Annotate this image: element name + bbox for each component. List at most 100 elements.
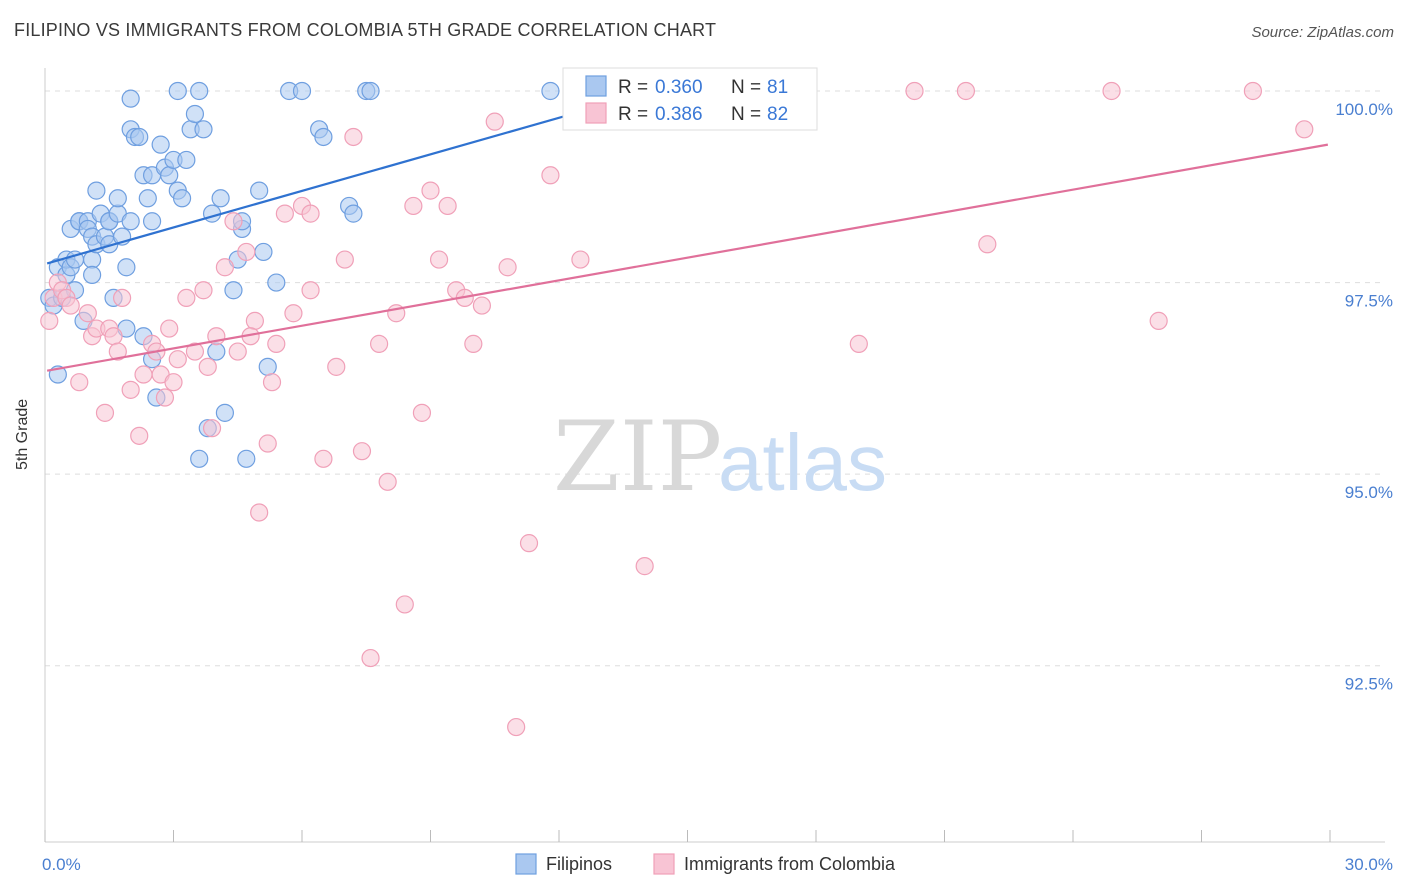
point-filipinos bbox=[361, 81, 380, 101]
point-colombia bbox=[130, 426, 149, 445]
point-filipinos bbox=[160, 166, 179, 185]
point-colombia bbox=[978, 235, 997, 254]
point-colombia bbox=[519, 534, 539, 553]
point-colombia bbox=[429, 250, 449, 269]
point-colombia bbox=[258, 434, 277, 453]
legend-swatch-filipinos-bottom bbox=[515, 853, 537, 875]
point-colombia bbox=[1295, 120, 1314, 139]
point-colombia bbox=[956, 81, 976, 101]
point-colombia bbox=[78, 304, 97, 323]
point-colombia bbox=[335, 250, 354, 269]
point-filipinos bbox=[83, 250, 102, 269]
point-colombia bbox=[370, 334, 389, 353]
point-colombia bbox=[361, 648, 380, 668]
stat-n-label: N = bbox=[731, 104, 761, 125]
point-filipinos bbox=[121, 212, 140, 231]
point-colombia bbox=[160, 319, 179, 338]
stat-r-value: 0.360 bbox=[655, 77, 703, 98]
y-tick-label: 92.5% bbox=[1345, 675, 1393, 694]
point-filipinos bbox=[314, 127, 333, 147]
point-filipinos bbox=[211, 189, 230, 208]
stat-r-label: R = bbox=[618, 104, 648, 125]
series-legend: Filipinos Immigrants from Colombia bbox=[515, 853, 896, 875]
point-filipinos bbox=[344, 204, 363, 223]
legend-swatch-filipinos bbox=[585, 75, 607, 97]
y-tick-label: 95.0% bbox=[1345, 483, 1393, 502]
point-colombia bbox=[267, 334, 286, 353]
trend-line-colombia bbox=[46, 143, 1329, 372]
point-colombia bbox=[121, 380, 140, 399]
point-filipinos bbox=[121, 89, 140, 108]
point-colombia bbox=[635, 557, 654, 576]
point-colombia bbox=[301, 281, 320, 300]
point-filipinos bbox=[138, 189, 157, 208]
point-filipinos bbox=[83, 265, 102, 285]
point-filipinos bbox=[172, 189, 192, 208]
point-filipinos bbox=[190, 449, 209, 468]
point-colombia bbox=[412, 403, 432, 422]
point-colombia bbox=[395, 595, 414, 614]
point-colombia bbox=[571, 250, 590, 269]
point-colombia bbox=[194, 281, 213, 300]
point-filipinos bbox=[87, 181, 106, 200]
watermark: ZIP atlas bbox=[553, 401, 887, 513]
x-tick-label-left: 0.0% bbox=[42, 855, 81, 874]
point-colombia bbox=[344, 127, 363, 147]
data-points bbox=[40, 81, 1314, 737]
point-filipinos bbox=[177, 150, 196, 170]
point-colombia bbox=[485, 112, 504, 131]
point-colombia bbox=[228, 342, 247, 361]
point-colombia bbox=[438, 196, 457, 216]
point-colombia bbox=[198, 357, 217, 376]
stat-r-value: 0.386 bbox=[655, 104, 703, 125]
point-colombia bbox=[112, 288, 132, 308]
point-colombia bbox=[541, 166, 560, 185]
point-colombia bbox=[262, 373, 282, 392]
y-tick-label: 100.0% bbox=[1335, 100, 1393, 119]
point-filipinos bbox=[190, 81, 209, 101]
point-filipinos bbox=[254, 242, 273, 262]
point-filipinos bbox=[151, 135, 170, 154]
chart-title: FILIPINO VS IMMIGRANTS FROM COLOMBIA 5TH… bbox=[14, 20, 717, 40]
point-colombia bbox=[275, 204, 294, 223]
point-colombia bbox=[905, 81, 924, 101]
point-colombia bbox=[301, 204, 320, 223]
y-tick-label: 97.5% bbox=[1345, 292, 1393, 311]
point-colombia bbox=[202, 419, 222, 438]
point-colombia bbox=[378, 472, 397, 491]
point-colombia bbox=[95, 403, 115, 422]
point-colombia bbox=[224, 212, 243, 231]
point-colombia bbox=[155, 388, 175, 407]
point-colombia bbox=[61, 296, 80, 315]
stat-n-label: N = bbox=[731, 77, 761, 98]
watermark-atlas: atlas bbox=[718, 418, 887, 507]
point-filipinos bbox=[108, 189, 127, 208]
stats-legend: R = 0.360 N = 81 R = 0.386 N = 82 bbox=[562, 67, 818, 131]
point-filipinos bbox=[250, 181, 269, 200]
source-label: Source: ZipAtlas.com bbox=[1251, 24, 1394, 41]
point-colombia bbox=[245, 311, 264, 330]
point-filipinos bbox=[185, 104, 205, 124]
grid bbox=[45, 90, 1385, 667]
point-colombia bbox=[314, 449, 333, 468]
point-colombia bbox=[472, 296, 491, 315]
point-filipinos bbox=[207, 342, 226, 361]
point-colombia bbox=[1102, 81, 1121, 101]
stat-r-label: R = bbox=[618, 77, 648, 98]
point-filipinos bbox=[117, 258, 136, 277]
point-filipinos bbox=[237, 449, 256, 468]
point-filipinos bbox=[215, 403, 234, 422]
point-filipinos bbox=[168, 81, 187, 101]
point-filipinos bbox=[130, 127, 149, 147]
point-filipinos bbox=[194, 120, 213, 139]
point-colombia bbox=[421, 181, 440, 200]
point-colombia bbox=[464, 334, 483, 353]
point-colombia bbox=[215, 258, 234, 277]
point-filipinos bbox=[292, 81, 312, 101]
x-tick-label-right: 30.0% bbox=[1345, 855, 1393, 874]
point-colombia bbox=[352, 442, 372, 461]
point-colombia bbox=[108, 342, 127, 361]
point-colombia bbox=[849, 334, 868, 353]
point-colombia bbox=[1243, 81, 1263, 101]
